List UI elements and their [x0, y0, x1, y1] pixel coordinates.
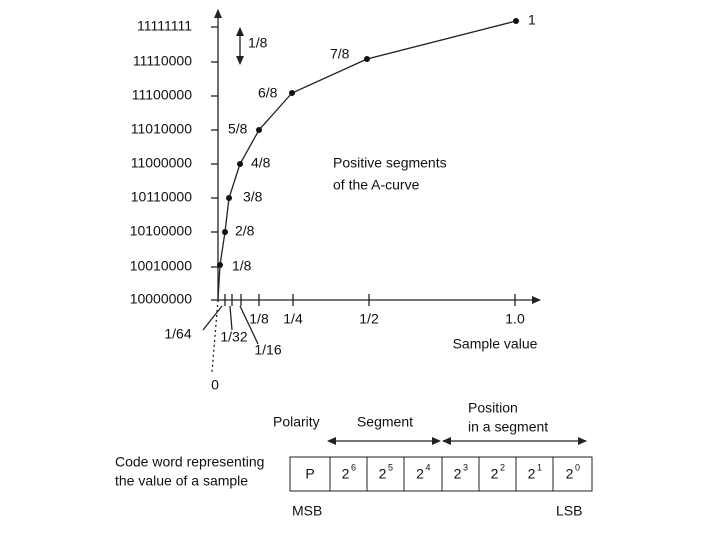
point-label: 4/8 — [251, 155, 271, 171]
cell-base: 2 — [566, 466, 574, 482]
cell-exponent: 3 — [463, 462, 468, 472]
cell-exponent: 1 — [537, 462, 542, 472]
cell-base: 2 — [528, 466, 536, 482]
leader-line — [202, 305, 223, 331]
point-label: 6/8 — [258, 85, 278, 101]
x-label: 1/64 — [164, 326, 191, 342]
cell-base: 2 — [416, 466, 424, 482]
y-label: 11010000 — [131, 121, 192, 137]
curve-point — [289, 90, 295, 96]
x-label: 1/32 — [220, 329, 247, 345]
leader-line — [229, 305, 233, 331]
y-label: 10000000 — [130, 291, 193, 307]
code-cell — [552, 456, 593, 492]
origin-label: 0 — [211, 377, 219, 393]
y-label: 11100000 — [132, 87, 192, 103]
leader-line — [239, 305, 259, 345]
point-label: 3/8 — [243, 189, 263, 205]
msb-label: MSB — [292, 503, 322, 519]
curve-point — [513, 18, 519, 24]
cell-exponent: 6 — [351, 462, 356, 472]
point-label: 1 — [528, 12, 536, 28]
y-label: 10100000 — [130, 223, 193, 239]
y-label: 11111111 — [137, 18, 192, 34]
chart-area: 1/8 Positive segments of the A-curve Sam… — [115, 9, 587, 519]
x-label: 1/4 — [283, 311, 303, 327]
annotation: of the A-curve — [333, 177, 420, 193]
code-word-caption: Code word representing — [115, 454, 264, 470]
step-label: 1/8 — [248, 35, 268, 51]
cell-exponent: 2 — [500, 462, 505, 472]
code-cell — [403, 456, 443, 492]
cell-base: 2 — [379, 466, 387, 482]
code-cell — [515, 456, 554, 492]
x-label: 1.0 — [505, 311, 525, 327]
segment-label: Segment — [357, 414, 413, 430]
x-axis-title: Sample value — [453, 336, 538, 352]
x-label: 1/16 — [254, 342, 281, 358]
code-cell — [329, 456, 368, 492]
cell-base: P — [305, 466, 314, 482]
position-label: Position — [468, 400, 518, 416]
y-label: 11000000 — [131, 155, 192, 171]
y-label: 10010000 — [130, 258, 193, 274]
y-label: 11110000 — [133, 53, 192, 69]
y-label: 10110000 — [131, 189, 192, 205]
curve-point — [256, 127, 262, 133]
curve-point — [217, 262, 223, 268]
point-label: 1/8 — [232, 258, 252, 274]
polarity-label: Polarity — [273, 414, 320, 430]
curve-point — [222, 229, 228, 235]
cell-base: 2 — [454, 466, 462, 482]
cell-exponent: 4 — [425, 462, 430, 472]
annotation: Positive segments — [333, 155, 447, 171]
curve-point — [226, 195, 232, 201]
point-label: 5/8 — [228, 121, 248, 137]
origin-dotted-line — [211, 299, 219, 373]
lsb-label: LSB — [556, 503, 582, 519]
position-label: in a segment — [468, 419, 548, 435]
x-label: 1/2 — [359, 311, 379, 327]
code-word-caption: the value of a sample — [115, 473, 248, 489]
x-label: 1/8 — [249, 311, 269, 327]
point-label: 2/8 — [235, 223, 255, 239]
curve-point — [237, 161, 243, 167]
cell-exponent: 5 — [388, 462, 393, 472]
cell-base: 2 — [491, 466, 499, 482]
cell-exponent: 0 — [575, 462, 580, 472]
point-label: 7/8 — [330, 46, 350, 62]
cell-base: 2 — [342, 466, 350, 482]
code-cell — [441, 456, 480, 492]
curve-point — [364, 56, 370, 62]
